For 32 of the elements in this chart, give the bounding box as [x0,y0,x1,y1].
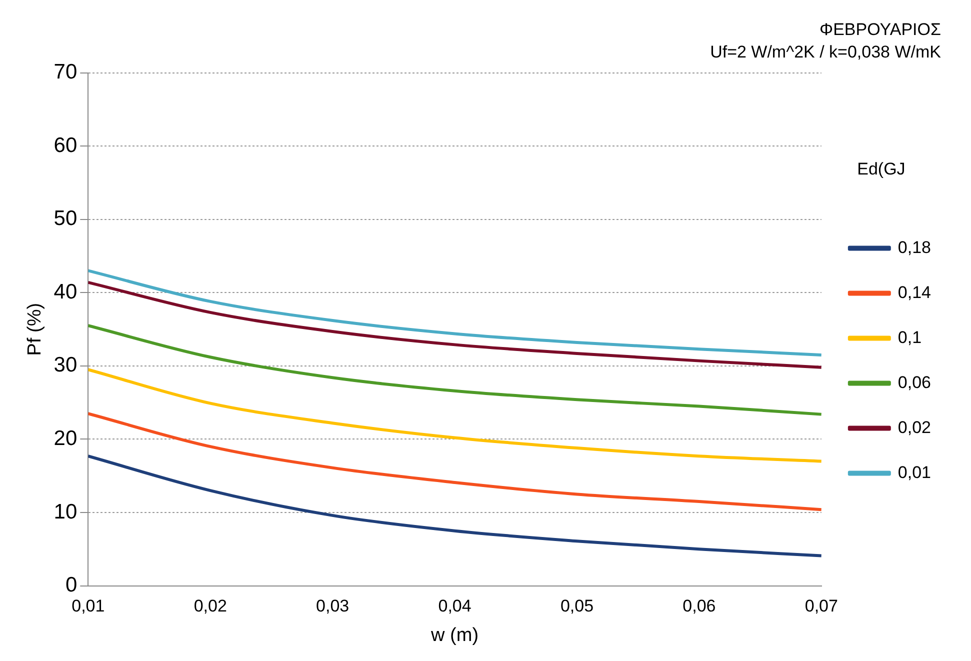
y-tick-label: 30 [54,354,78,377]
legend-label: 0,14 [898,282,932,302]
x-tick-label: 0,02 [194,596,227,616]
x-tick-label: 0,07 [804,596,838,616]
x-tick-label: 0,06 [682,596,716,616]
legend-label: 0,18 [898,238,932,257]
x-tick-label: 0,05 [560,596,594,616]
chart-subtitle: Uf=2 W/m^2K / k=0,038 W/mK [710,42,942,62]
y-tick-label: 0 [65,574,78,597]
y-axis-title: Pf (%) [24,302,46,356]
legend-label: 0,01 [898,462,932,482]
x-axis-title: w (m) [430,624,479,646]
line-series [88,412,822,512]
y-tick-label: 40 [54,280,78,304]
y-tick-label: 10 [54,500,78,524]
y-tick-label: 20 [54,427,78,450]
x-tick-label: 0,01 [72,596,105,616]
line-series [88,368,822,463]
y-tick-label: 50 [54,207,78,230]
line-series [88,269,822,356]
legend-title: Ed(GJ [857,159,906,178]
legend-label: 0,02 [898,418,932,437]
line-series [88,454,822,558]
line-series [88,324,822,416]
legend-label: 0,06 [898,372,932,392]
x-tick-label: 0,03 [316,596,350,616]
text: ΦΕΒΡΟΥΑΡΙΟΣ [820,20,941,39]
legend-label: 0,1 [898,328,922,347]
y-tick-label: 60 [54,134,78,157]
line-series [88,280,822,369]
y-tick-label: 70 [54,60,78,84]
x-tick-label: 0,04 [438,596,472,616]
